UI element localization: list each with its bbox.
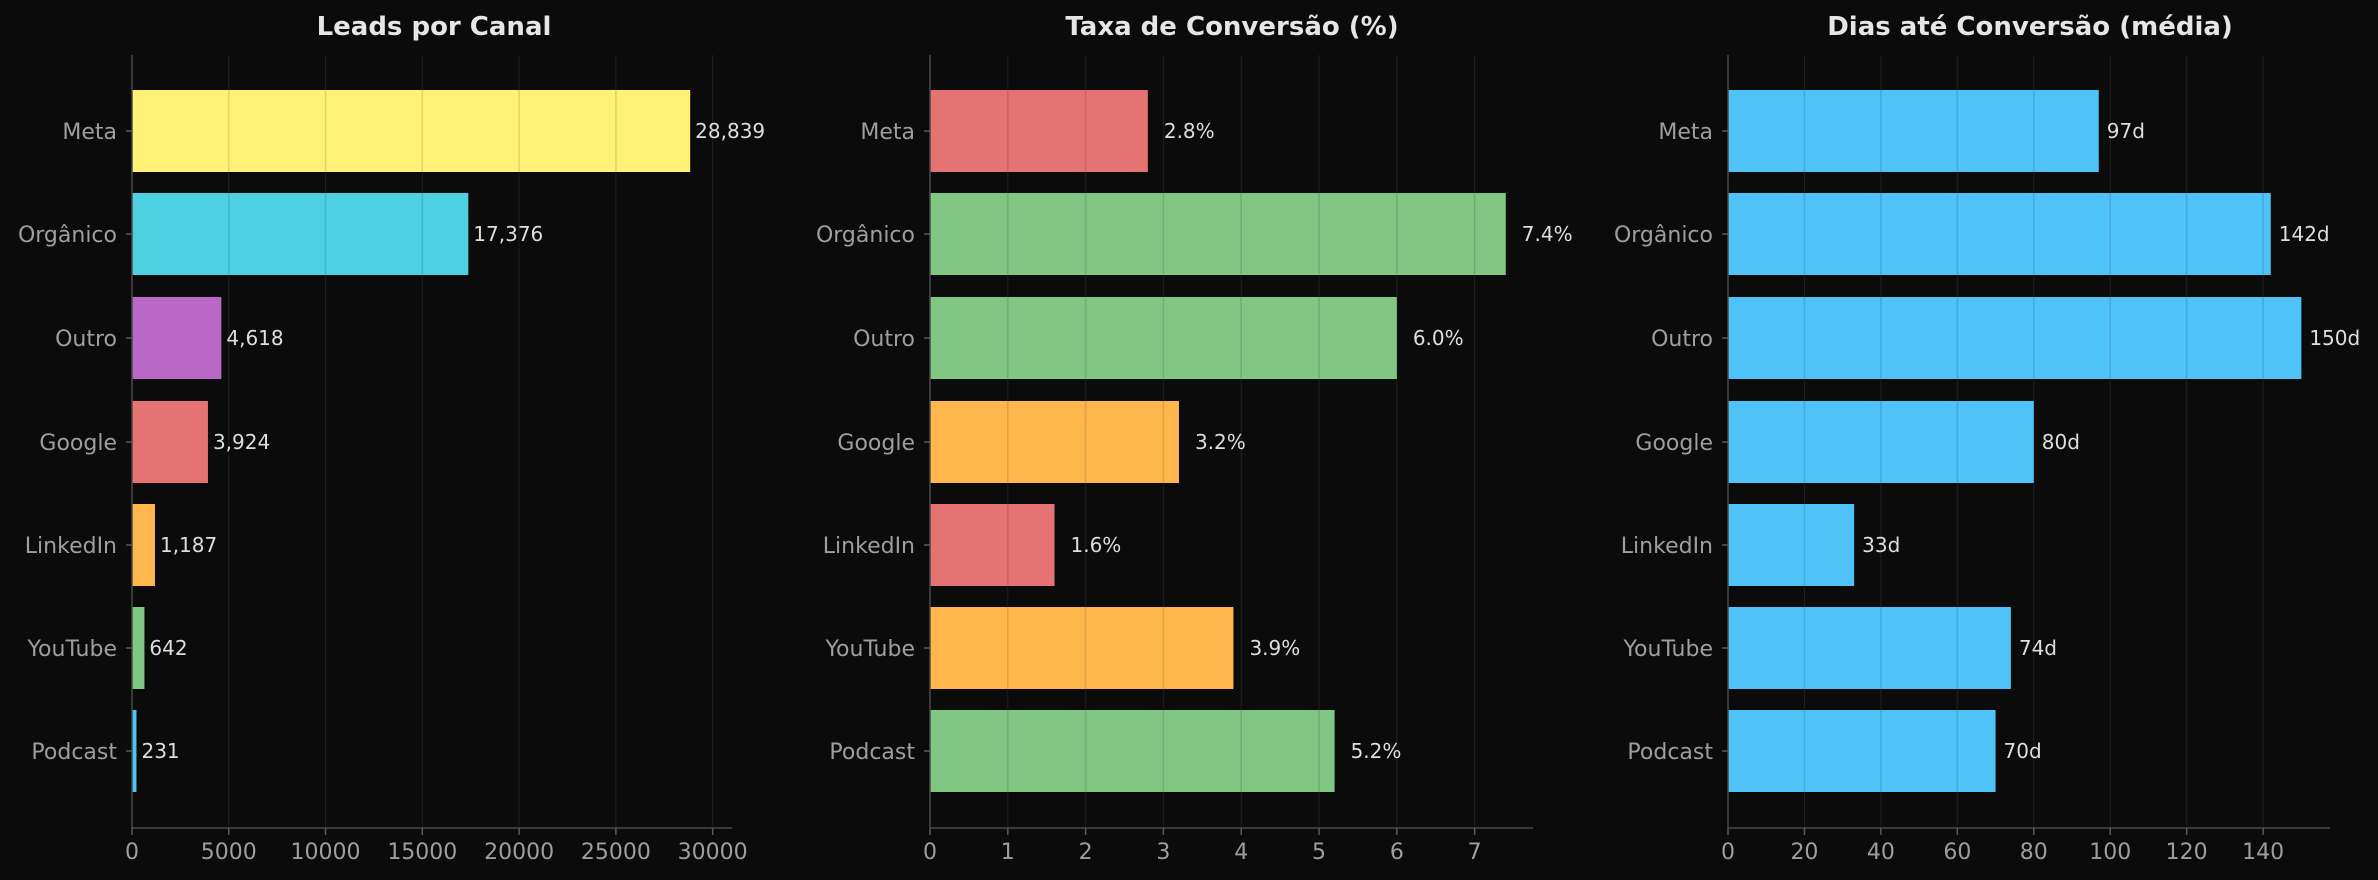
bar bbox=[132, 504, 155, 586]
x-tick-label: 5000 bbox=[201, 840, 257, 865]
x-tick-label: 5 bbox=[1312, 840, 1326, 865]
x-tick-label: 2 bbox=[1079, 840, 1093, 865]
chart-panel-leads: Leads por Canal Meta Orgânico Outro Google L… bbox=[18, 12, 765, 865]
chart-panel-days-to-conversion: Dias até Conversão (média) Meta Orgânico O… bbox=[1614, 12, 2360, 865]
value-label: 1.6% bbox=[1070, 533, 1121, 557]
bar bbox=[930, 710, 1335, 792]
bar bbox=[1728, 504, 1855, 586]
bar bbox=[930, 401, 1179, 483]
value-label: 142d bbox=[2279, 222, 2330, 246]
x-tick-label: 120 bbox=[2166, 840, 2208, 865]
x-tick-label: 25000 bbox=[581, 840, 651, 865]
value-label: 4,618 bbox=[226, 326, 283, 350]
x-tick-label: 10000 bbox=[291, 840, 361, 865]
bar bbox=[1728, 297, 2302, 379]
value-label: 2.8% bbox=[1164, 119, 1215, 143]
bar bbox=[1728, 90, 2099, 172]
bar bbox=[1728, 710, 1996, 792]
category-label: Meta bbox=[1658, 120, 1713, 145]
category-label: Orgânico bbox=[816, 223, 915, 248]
category-label: Google bbox=[39, 431, 117, 456]
chart-title: Leads por Canal bbox=[317, 12, 552, 42]
category-label: Meta bbox=[62, 120, 117, 145]
value-label: 3.9% bbox=[1249, 636, 1300, 660]
value-label: 28,839 bbox=[695, 119, 765, 143]
category-label: Orgânico bbox=[1614, 223, 1713, 248]
bar bbox=[1728, 401, 2034, 483]
category-label: Orgânico bbox=[18, 223, 117, 248]
value-label: 74d bbox=[2019, 636, 2057, 660]
bar bbox=[132, 297, 222, 379]
bar bbox=[930, 90, 1148, 172]
category-label: Google bbox=[837, 431, 915, 456]
value-label: 3.2% bbox=[1195, 430, 1246, 454]
bar bbox=[132, 90, 691, 172]
x-tick-label: 7 bbox=[1468, 840, 1482, 865]
x-tick-label: 6 bbox=[1390, 840, 1404, 865]
category-label: YouTube bbox=[1623, 637, 1713, 662]
category-label: Podcast bbox=[829, 740, 915, 765]
x-tick-label: 30000 bbox=[678, 840, 748, 865]
chart-title: Taxa de Conversão (%) bbox=[1065, 12, 1398, 42]
category-label: Outro bbox=[853, 327, 915, 352]
x-tick-label: 20 bbox=[1790, 840, 1818, 865]
category-label: Podcast bbox=[31, 740, 117, 765]
value-label: 1,187 bbox=[160, 533, 217, 557]
category-label: Google bbox=[1635, 431, 1713, 456]
value-label: 7.4% bbox=[1522, 222, 1573, 246]
value-label: 642 bbox=[149, 636, 187, 660]
bar bbox=[132, 607, 145, 689]
category-label: Podcast bbox=[1627, 740, 1713, 765]
x-tick-label: 15000 bbox=[387, 840, 457, 865]
value-label: 3,924 bbox=[213, 430, 270, 454]
x-tick-label: 40 bbox=[1867, 840, 1895, 865]
category-label: YouTube bbox=[27, 637, 117, 662]
bar bbox=[132, 401, 208, 483]
value-label: 70d bbox=[2004, 739, 2042, 763]
chart-title: Dias até Conversão (média) bbox=[1827, 12, 2233, 42]
x-tick-label: 100 bbox=[2089, 840, 2131, 865]
category-label: LinkedIn bbox=[823, 534, 915, 559]
category-label: Outro bbox=[55, 327, 117, 352]
category-label: YouTube bbox=[825, 637, 915, 662]
value-label: 6.0% bbox=[1413, 326, 1464, 350]
category-label: LinkedIn bbox=[1621, 534, 1713, 559]
x-tick-label: 0 bbox=[923, 840, 937, 865]
bar bbox=[930, 504, 1055, 586]
value-label: 33d bbox=[1862, 533, 1900, 557]
bar bbox=[1728, 607, 2011, 689]
bar bbox=[132, 710, 137, 792]
bar bbox=[930, 297, 1397, 379]
x-tick-label: 4 bbox=[1234, 840, 1248, 865]
x-tick-label: 0 bbox=[125, 840, 139, 865]
x-tick-label: 80 bbox=[2020, 840, 2048, 865]
x-tick-label: 20000 bbox=[484, 840, 554, 865]
x-tick-label: 140 bbox=[2242, 840, 2284, 865]
bar bbox=[930, 607, 1234, 689]
category-label: Outro bbox=[1651, 327, 1713, 352]
bar bbox=[1728, 193, 2271, 275]
category-label: LinkedIn bbox=[25, 534, 117, 559]
value-label: 97d bbox=[2107, 119, 2145, 143]
value-label: 150d bbox=[2309, 326, 2360, 350]
x-tick-label: 0 bbox=[1721, 840, 1735, 865]
chart-panel-conversion-rate: Taxa de Conversão (%) Meta Orgânico Outro G… bbox=[816, 12, 1573, 865]
bar bbox=[132, 193, 469, 275]
x-tick-label: 3 bbox=[1156, 840, 1170, 865]
bar bbox=[930, 193, 1506, 275]
value-label: 80d bbox=[2042, 430, 2080, 454]
value-label: 17,376 bbox=[473, 222, 543, 246]
value-label: 231 bbox=[141, 739, 179, 763]
x-tick-label: 60 bbox=[1943, 840, 1971, 865]
category-label: Meta bbox=[860, 120, 915, 145]
value-label: 5.2% bbox=[1351, 739, 1402, 763]
x-tick-label: 1 bbox=[1001, 840, 1015, 865]
